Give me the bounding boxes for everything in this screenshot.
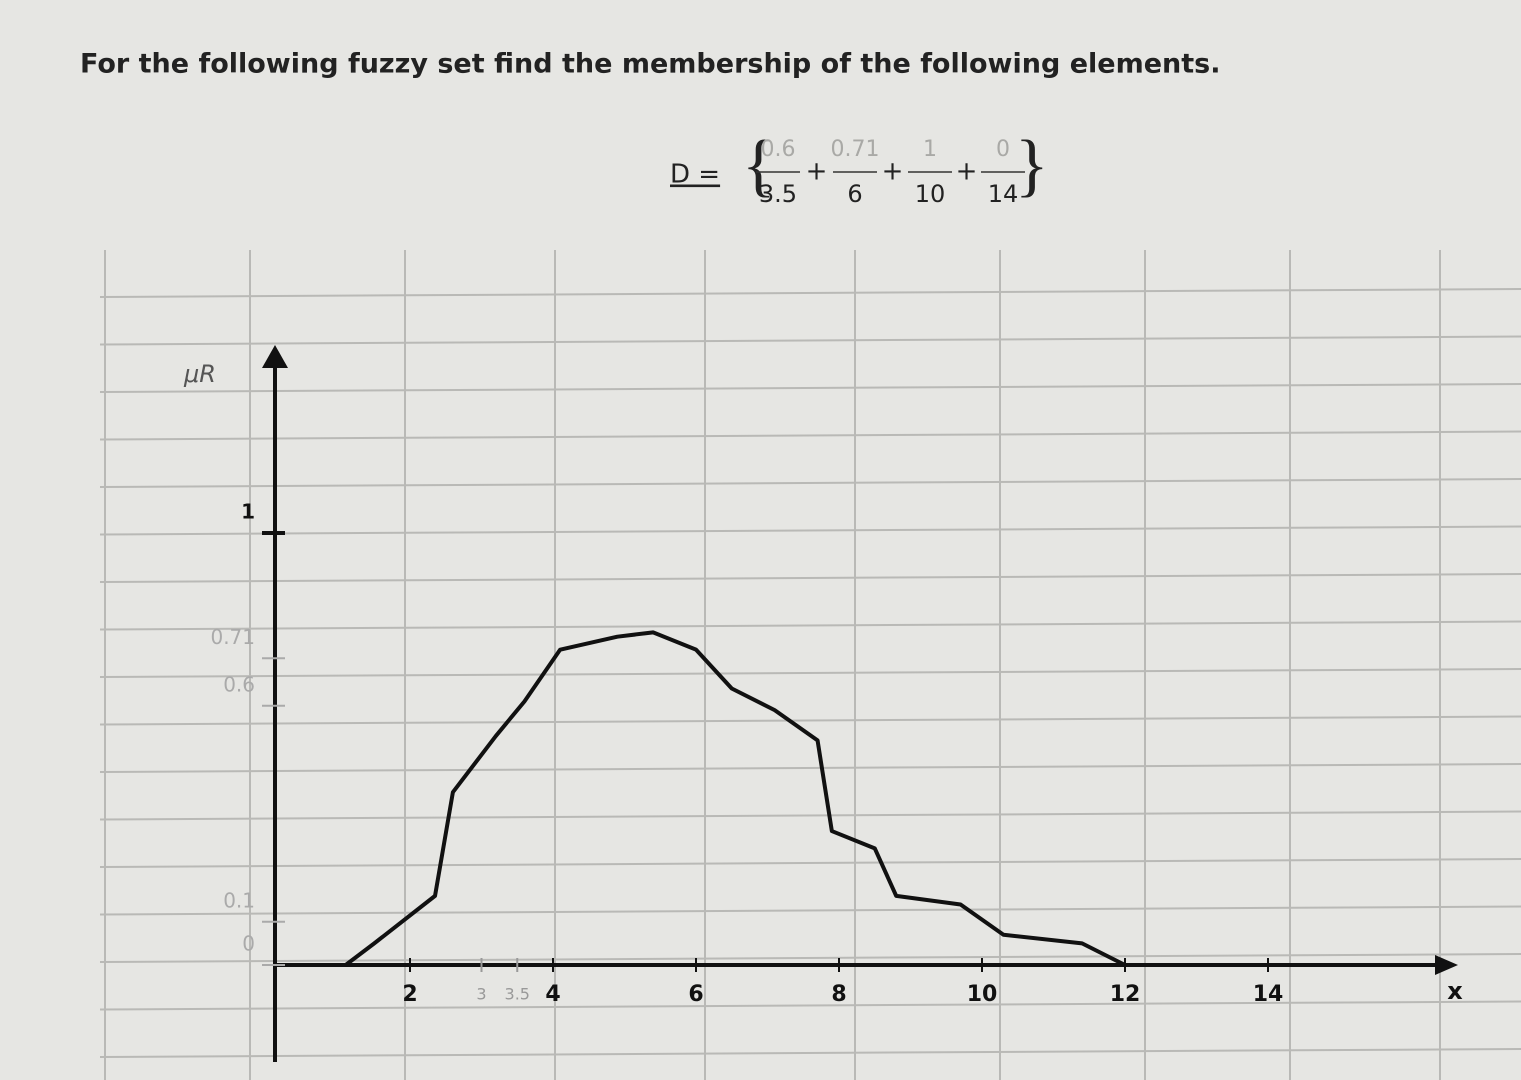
y-axis-arrow — [262, 345, 288, 368]
denominator: 14 — [988, 180, 1019, 208]
x-tick-label: 10 — [967, 982, 998, 1007]
x-tick-label: 8 — [831, 982, 846, 1007]
x-axis-label: x — [1447, 977, 1463, 1005]
plus: + — [956, 157, 978, 187]
close-brace: } — [1015, 127, 1049, 204]
paper-line — [99, 335, 1521, 346]
paper-line — [99, 763, 1521, 773]
x-tick-label: 2 — [402, 982, 417, 1007]
paper-line — [99, 573, 1521, 583]
denominator: 3.5 — [759, 180, 797, 208]
x-tick-label: 12 — [1110, 982, 1141, 1007]
paper-line — [99, 953, 1521, 963]
paper-line — [99, 715, 1521, 726]
y-axis-label: μR — [183, 360, 216, 388]
paper-line — [99, 1048, 1521, 1058]
y-tick-label: 0.71 — [210, 625, 255, 649]
numerator: 0.71 — [831, 137, 880, 162]
x-tick-label: 3.5 — [505, 985, 530, 1004]
formula-lhs: D = — [670, 160, 720, 190]
y-tick-label: 0.1 — [223, 888, 255, 912]
x-axis-arrow — [1435, 955, 1458, 975]
denominator: 10 — [915, 180, 946, 208]
numerator: 1 — [923, 137, 937, 162]
x-tick-label: 3 — [476, 985, 486, 1004]
paper-line — [99, 620, 1521, 631]
paper-line — [99, 383, 1521, 393]
y-tick-label: 0 — [242, 932, 255, 956]
question: For the following fuzzy set find the mem… — [80, 49, 1220, 80]
x-tick-label: 14 — [1253, 982, 1284, 1007]
denominator: 6 — [847, 180, 862, 208]
chart: μR x 1 0.71 0.6 0.1 0 2 3 3.5 4 6 8 10 12 14 — [183, 345, 1463, 1062]
numerator: 0.6 — [761, 137, 796, 162]
paper-line — [99, 905, 1521, 916]
open-brace: { — [742, 127, 776, 204]
paper-line — [99, 430, 1521, 441]
x-tick-label: 6 — [688, 982, 703, 1007]
paper-line — [99, 858, 1521, 868]
paper-line — [99, 668, 1521, 678]
paper-line — [99, 810, 1521, 821]
graph-paper — [99, 250, 1521, 1080]
y-tick-label: 1 — [241, 500, 255, 524]
y-tick-label: 0.6 — [223, 672, 255, 696]
plus: + — [882, 157, 904, 187]
plus: + — [806, 157, 828, 187]
paper-line — [99, 288, 1521, 298]
membership-curve — [344, 630, 1126, 967]
x-tick-label: 4 — [545, 982, 560, 1007]
paper-line — [99, 1000, 1521, 1011]
paper-line — [99, 478, 1521, 488]
paper-line — [99, 525, 1521, 536]
numerator: 0 — [996, 137, 1010, 162]
formula: 0.6 3.5 +0.71 6 +1 10 +0 14 — [756, 137, 1025, 208]
